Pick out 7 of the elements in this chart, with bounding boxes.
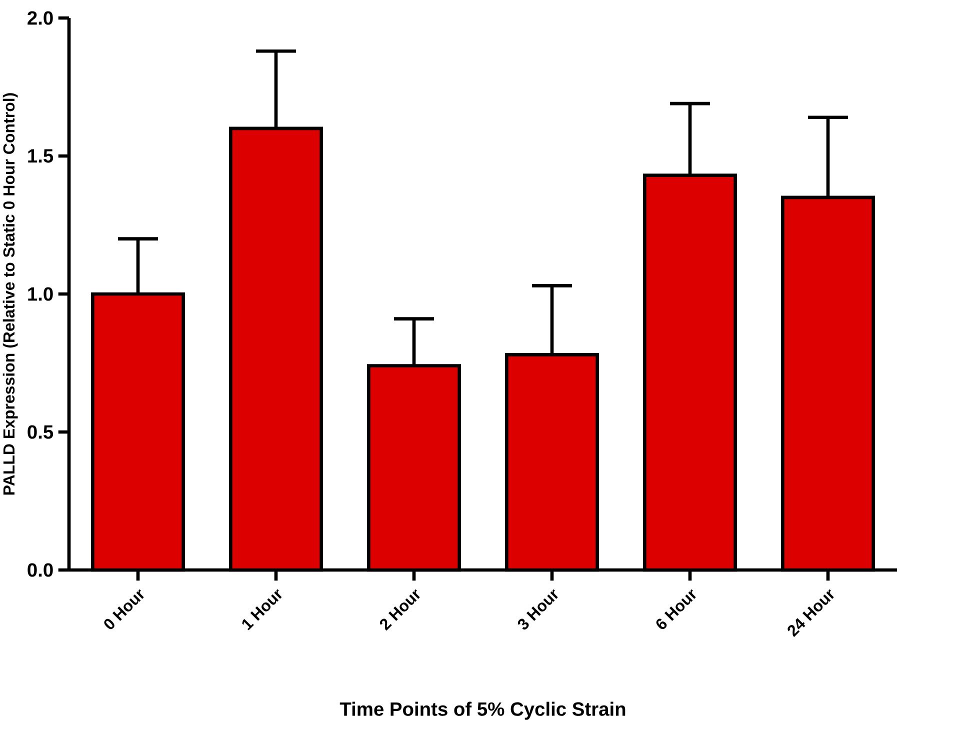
x-axis-title: Time Points of 5% Cyclic Strain — [340, 702, 626, 720]
y-tick-label: 0.0 — [28, 563, 53, 577]
y-tick-label: 0.5 — [28, 425, 54, 439]
y-tick-label: 1.0 — [28, 287, 53, 301]
y-tick-label: 1.5 — [28, 149, 54, 163]
y-axis-title: PALLD Expression (Relative to Static 0 Hour Control) — [2, 93, 18, 495]
y-tick-label: 2.0 — [28, 11, 53, 25]
